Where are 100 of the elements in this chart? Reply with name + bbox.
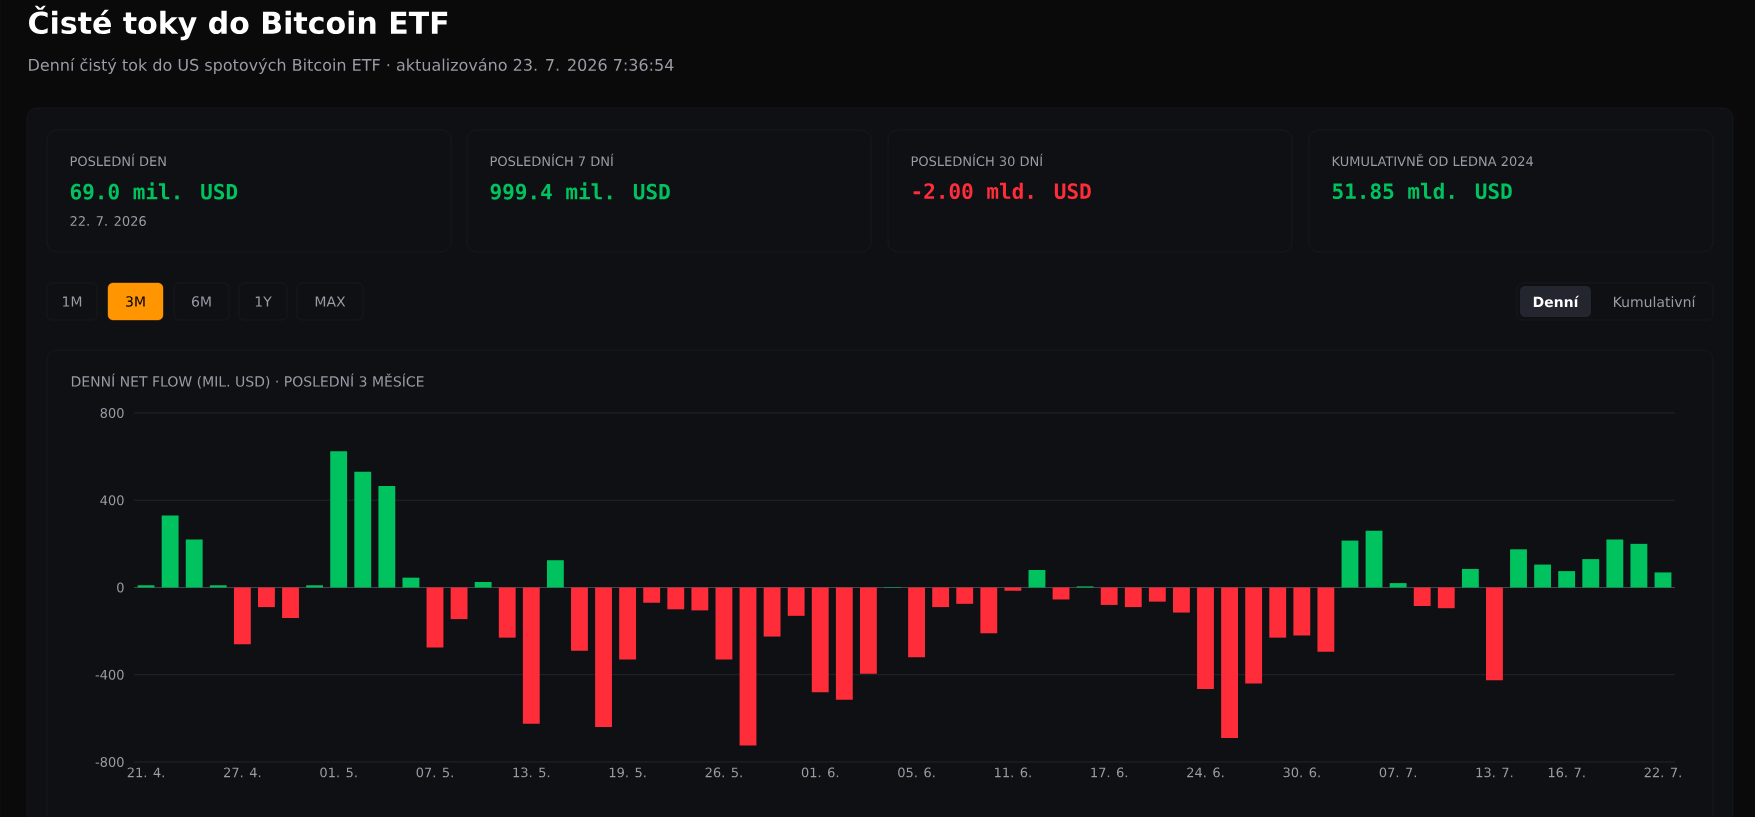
y-tick-label: -800 (95, 757, 124, 767)
x-tick-label: 05. 6. (898, 767, 935, 778)
bar (1630, 543, 1648, 588)
bar (282, 587, 299, 619)
bar (1606, 539, 1624, 588)
text: MAX (315, 296, 346, 307)
bar (1341, 540, 1359, 588)
bar (1534, 564, 1552, 588)
bar (787, 587, 805, 616)
bar (1317, 587, 1335, 652)
bar (209, 585, 227, 588)
bar (715, 587, 733, 660)
text: 51.85 mld. USD (1333, 182, 1512, 200)
bar (1461, 568, 1479, 588)
x-tick-label: 07. 7. (1379, 767, 1416, 778)
bar (1654, 572, 1672, 588)
bar (571, 587, 588, 651)
bar (330, 451, 348, 588)
bar (450, 587, 468, 620)
bar (1437, 587, 1455, 609)
text: -2.00 mld. USD (913, 182, 1091, 200)
x-tick-label: 30. 6. (1283, 767, 1320, 778)
bar (835, 587, 853, 700)
bar (1293, 587, 1311, 636)
bar (619, 587, 637, 660)
bar (763, 587, 781, 637)
x-tick-label: 01. 5. (320, 767, 357, 778)
bar (522, 587, 540, 724)
bar (354, 471, 372, 588)
bar (932, 587, 950, 608)
x-tick-label: 22. 7. (1644, 767, 1681, 778)
x-tick-label: 24. 6. (1187, 767, 1224, 778)
bar (1245, 587, 1263, 684)
bar (1558, 571, 1576, 588)
y-tick-label: 400 (100, 495, 124, 506)
bar (161, 515, 179, 588)
x-tick-label: 01. 6. (801, 767, 839, 778)
chart-title: DENNÍ NET FLOW (MIL. USD) · POSLEDNÍ 3 MĚSÍCE (71, 373, 424, 389)
text: Denní (1533, 295, 1580, 308)
y-tick-label: 0 (117, 582, 124, 593)
bar (402, 577, 420, 588)
text: 22. 7. 2026 (70, 216, 146, 226)
bar (1052, 587, 1070, 600)
bar (378, 486, 396, 588)
x-tick-label: 13. 5. (513, 767, 550, 778)
x-tick-label: 11. 6. (995, 767, 1031, 778)
bar (1269, 587, 1287, 638)
bar (546, 560, 564, 588)
y-tick-label: -400 (95, 669, 124, 680)
bar (1582, 559, 1600, 588)
bar (1028, 570, 1046, 588)
x-tick-label: 26. 5. (705, 767, 742, 778)
text: 69.0 mil. USD (70, 182, 238, 200)
bar (1124, 587, 1142, 608)
bar (691, 587, 709, 611)
bar (185, 539, 203, 588)
bar (1389, 583, 1407, 588)
text: POSLEDNÍ DEN (70, 153, 166, 167)
text: Kumulativní (1614, 295, 1696, 308)
text: Čisté toky do Bitcoin ETF (29, 5, 448, 41)
bar (1413, 587, 1431, 607)
bar (859, 587, 877, 674)
bar (1221, 587, 1238, 738)
bar (1100, 587, 1118, 605)
bar (233, 587, 251, 645)
x-tick-label: 19. 5. (609, 767, 646, 778)
x-tick-label: 16. 7. (1548, 767, 1585, 778)
y-tick-label: 800 (100, 408, 124, 418)
text: 3M (126, 296, 145, 307)
bar (1486, 587, 1503, 681)
bar (908, 587, 925, 658)
bar (1365, 530, 1383, 588)
bar (643, 587, 661, 603)
text: KUMULATIVNĚ OD LEDNA 2024 (1332, 153, 1534, 167)
bar (980, 587, 998, 634)
bar (1004, 587, 1022, 591)
bar (1510, 549, 1527, 588)
bar (956, 587, 974, 604)
bar (1197, 587, 1214, 689)
bar (426, 587, 444, 648)
bar (498, 587, 516, 638)
text: 999.4 mil. USD (490, 182, 670, 200)
bar (258, 587, 275, 608)
x-tick-label: 21. 4. (127, 767, 164, 778)
text: POSLEDNÍCH 30 DNÍ (911, 153, 1043, 167)
text: Denní čistý tok do US spotových Bitcoin ETF · aktualizováno 23. 7. 2026 7:36:54 (29, 57, 674, 75)
bar (811, 587, 829, 693)
bar (474, 582, 492, 588)
bar (595, 587, 612, 728)
bar (667, 587, 685, 610)
x-tick-label: 27. 4. (224, 767, 261, 778)
text: 1Y (255, 296, 272, 307)
bar (1172, 587, 1190, 613)
text: 1M (63, 296, 82, 307)
x-tick-label: 17. 6. (1091, 767, 1128, 778)
text: 6M (192, 296, 211, 307)
x-tick-label: 13. 7. (1476, 767, 1513, 778)
text: POSLEDNÍCH 7 DNÍ (490, 153, 614, 167)
x-tick-label: 07. 5. (416, 767, 453, 778)
bar (1148, 587, 1166, 602)
